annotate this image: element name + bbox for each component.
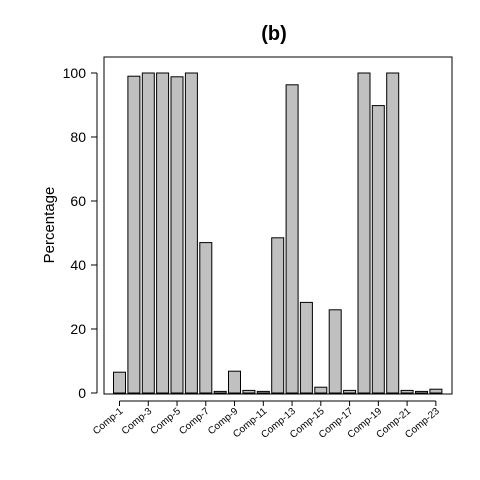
x-tick-label: Comp-7: [177, 406, 212, 438]
x-axis: Comp-1Comp-3Comp-5Comp-7Comp-9Comp-11Com…: [91, 400, 442, 441]
bar-comp-16: [328, 309, 342, 394]
bar-comp-7: [199, 242, 213, 394]
y-tick-label: 40: [70, 257, 86, 273]
bar-comp-4: [156, 72, 170, 394]
bar-comp-20: [386, 72, 400, 394]
bar-comp-17: [343, 389, 357, 394]
bar-comp-14: [299, 301, 313, 394]
bar-comp-6: [184, 72, 198, 394]
bar-comp-15: [314, 386, 328, 394]
bars-group: [113, 72, 443, 394]
y-tick-label: 100: [63, 65, 87, 81]
x-tick-label: Comp-5: [149, 406, 184, 438]
y-tick-label: 0: [78, 385, 86, 401]
y-axis-label: Percentage: [41, 187, 58, 264]
y-tick-label: 60: [70, 193, 86, 209]
bar-comp-2: [127, 75, 141, 394]
bar-comp-13: [285, 84, 299, 394]
bar-comp-10: [242, 389, 256, 394]
bar-comp-23: [429, 388, 443, 394]
bar-comp-19: [371, 105, 385, 394]
bar-comp-3: [141, 72, 155, 394]
x-tick-label: Comp-1: [91, 406, 126, 438]
x-tick-label: Comp-3: [120, 406, 155, 438]
bar-comp-9: [228, 370, 241, 394]
y-axis: 0 20 40 60 80 100: [63, 65, 98, 401]
y-tick-label: 80: [70, 129, 86, 145]
y-tick-label: 20: [70, 321, 86, 337]
bar-comp-22: [415, 390, 428, 394]
bar-comp-18: [357, 72, 371, 394]
chart-title: (b): [261, 23, 287, 45]
bar-comp-8: [213, 390, 227, 394]
bar-comp-5: [170, 76, 184, 394]
bar-comp-12: [271, 237, 285, 394]
bar-comp-1: [113, 371, 126, 394]
bar-comp-21: [400, 389, 414, 394]
bar-comp-11: [256, 390, 270, 394]
plot-frame: [103, 56, 453, 395]
